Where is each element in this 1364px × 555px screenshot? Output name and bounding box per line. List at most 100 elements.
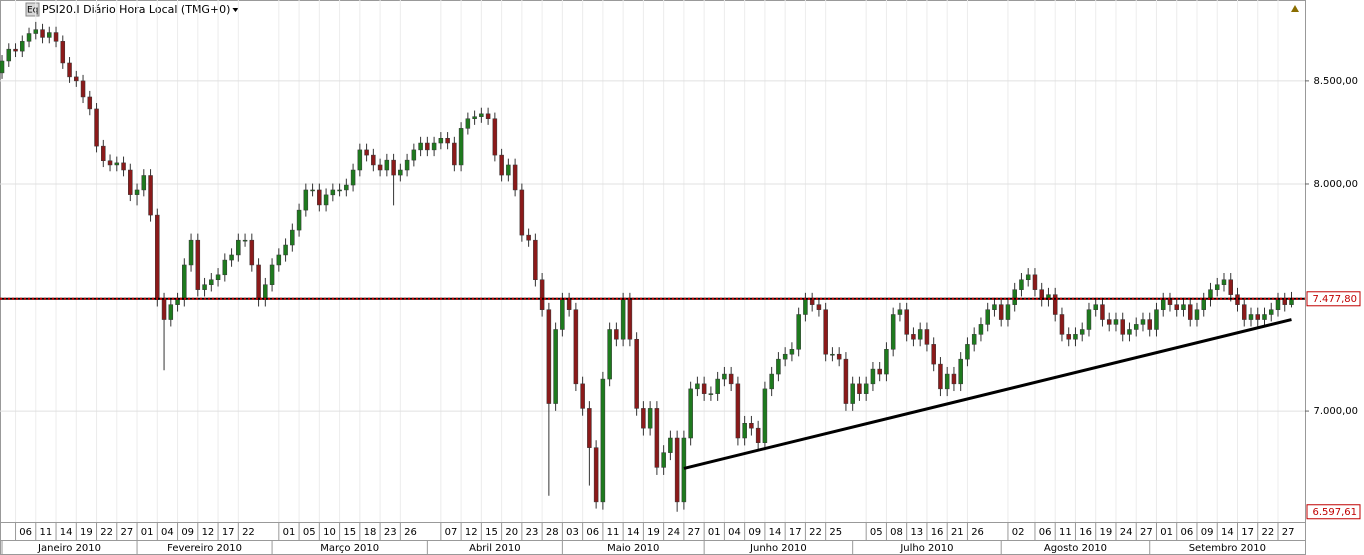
x-tick-label: 27	[1282, 527, 1295, 538]
month-label: Maio 2010	[607, 543, 659, 554]
month-label: Junho 2010	[749, 543, 807, 554]
candle-body	[398, 169, 403, 176]
candle-body	[425, 142, 430, 151]
candle-body	[485, 113, 491, 119]
candle-body	[465, 118, 471, 129]
toolbar-icon[interactable]	[1291, 5, 1299, 12]
candle-body	[506, 164, 511, 176]
x-tick-label: 27	[121, 527, 134, 538]
candle-body	[40, 29, 45, 38]
candle-body	[998, 304, 1004, 320]
candle-body	[1106, 319, 1112, 325]
candle-body	[1127, 329, 1132, 335]
candle-body	[782, 353, 788, 360]
candle-body	[377, 164, 383, 171]
x-tick-label: 22	[100, 527, 113, 538]
x-tick-label: 01	[708, 527, 721, 538]
x-tick-label: 02	[1012, 527, 1025, 538]
x-tick-label: 22	[1262, 527, 1275, 538]
candle-body	[897, 309, 903, 315]
y-tick-label: 8.500,00	[1313, 76, 1358, 87]
x-tick-label: 15	[485, 527, 498, 538]
candle-body	[836, 353, 842, 360]
candle-body	[1241, 304, 1247, 320]
candle-body	[1282, 299, 1287, 305]
candle-body	[1113, 319, 1119, 325]
candle-body	[1154, 309, 1159, 330]
y-tick-label: 7.000,00	[1313, 406, 1358, 417]
candle-body	[796, 314, 801, 350]
x-tick-label: 19	[1099, 527, 1112, 538]
candle-body	[114, 162, 120, 166]
candle-body	[587, 408, 592, 448]
candle-body	[155, 214, 160, 300]
x-tick-label: 27	[1140, 527, 1153, 538]
candle-body	[533, 239, 538, 280]
x-tick-label: 06	[1180, 527, 1193, 538]
candle-body	[722, 373, 727, 380]
x-tick-label: 11	[607, 527, 620, 538]
candle-body	[850, 383, 855, 404]
candle-body	[283, 244, 288, 256]
candle-body	[951, 373, 957, 385]
candle-body	[492, 118, 498, 156]
candle-body	[229, 254, 234, 261]
candle-body	[843, 358, 849, 404]
candle-body	[742, 423, 747, 439]
candle-body	[276, 254, 282, 266]
candle-body	[870, 368, 876, 385]
candle-body	[6, 48, 12, 62]
x-tick-label: 22	[242, 527, 255, 538]
candle-body	[222, 259, 228, 276]
candle-body	[728, 373, 734, 385]
x-tick-label: 28	[546, 527, 559, 538]
candle-body	[290, 229, 295, 246]
candle-body	[269, 264, 275, 285]
candle-body	[776, 358, 781, 375]
candle-body	[965, 344, 970, 360]
candle-body	[580, 383, 585, 409]
candle-body	[101, 145, 106, 162]
candle-body	[188, 239, 194, 266]
candle-body	[236, 239, 241, 256]
candle-body	[809, 299, 815, 305]
price-marker-label: 7.477,80	[1312, 294, 1357, 305]
x-tick-label: 09	[181, 527, 194, 538]
candle-body	[931, 344, 936, 365]
candle-body	[182, 264, 187, 300]
candle-body	[1032, 274, 1038, 290]
candle-body	[404, 159, 410, 171]
candle-body	[384, 159, 390, 171]
x-tick-label: 19	[647, 527, 660, 538]
candle-body	[1086, 309, 1092, 330]
candle-body	[391, 159, 396, 176]
candle-body	[614, 329, 619, 340]
x-tick-label: 11	[40, 527, 53, 538]
candle-body	[978, 324, 984, 335]
candle-body	[1194, 309, 1200, 320]
candle-body	[735, 383, 741, 439]
month-label: Fevereiro 2010	[167, 543, 242, 554]
candle-body	[1066, 334, 1071, 340]
x-tick-label: 17	[222, 527, 235, 538]
candle-body	[1019, 279, 1024, 290]
candle-body	[573, 309, 579, 385]
candle-body	[701, 383, 707, 394]
chart-title[interactable]: PSI20.I Diário Hora Local (TMG+0)	[42, 3, 230, 16]
candle-body	[350, 169, 356, 186]
candle-body	[256, 264, 261, 300]
candle-body	[479, 113, 484, 117]
candle-body	[654, 408, 660, 468]
candle-body	[1262, 314, 1267, 320]
candle-body	[519, 189, 525, 236]
x-tick-label: 15	[343, 527, 356, 538]
y-tick-label: 8.000,00	[1313, 179, 1358, 190]
candle-body	[971, 334, 977, 345]
candle-body	[890, 314, 896, 350]
month-label: Janeiro 2010	[37, 543, 101, 554]
x-tick-label: 08	[890, 527, 903, 538]
candle-body	[877, 368, 882, 375]
dropdown-caret[interactable]	[232, 8, 239, 12]
price-marker	[1306, 291, 1361, 307]
candle-body	[1052, 294, 1058, 315]
